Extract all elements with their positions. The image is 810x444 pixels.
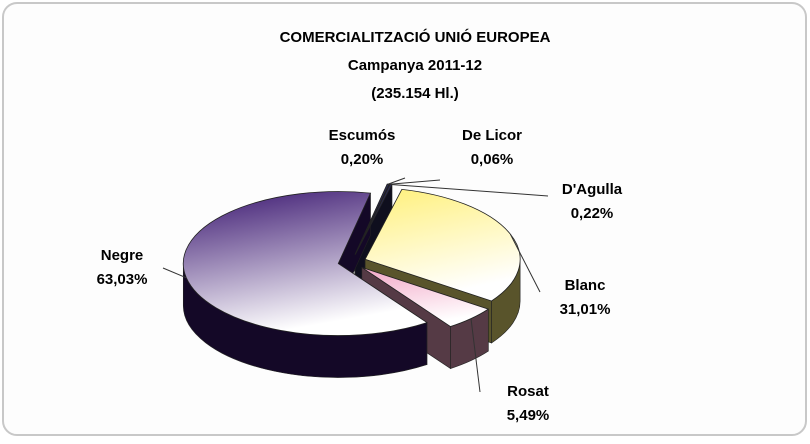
slice-value-label: 0,22% (571, 205, 614, 222)
leader-line (162, 267, 187, 279)
slice-value-label: 0,06% (471, 151, 514, 168)
slice-value-label: 31,01% (560, 301, 611, 318)
leader-line (470, 318, 481, 393)
chart-title: COMERCIALITZACIÓ UNIÓ EUROPEA (280, 28, 551, 46)
slice-label: Blanc (565, 277, 606, 294)
slice-label: D'Agulla (562, 181, 623, 198)
leader-line (389, 179, 441, 185)
slice (364, 188, 521, 302)
slice-label: De Licor (462, 127, 522, 144)
leader-line (388, 177, 406, 185)
slice-label: Negre (101, 247, 144, 264)
slice (361, 267, 490, 327)
leader-line (390, 183, 549, 197)
chart-subtitle: Campanya 2011-12 (348, 57, 482, 74)
slice-value-label: 0,20% (341, 151, 384, 168)
slice-value-label: 5,49% (507, 407, 550, 424)
slice-value-label: 63,03% (97, 271, 148, 288)
slice-label: Escumós (329, 127, 396, 144)
leader-line (509, 233, 541, 293)
chart-subtitle: (235.154 Hl.) (371, 85, 459, 102)
slice-label: Rosat (507, 383, 549, 400)
